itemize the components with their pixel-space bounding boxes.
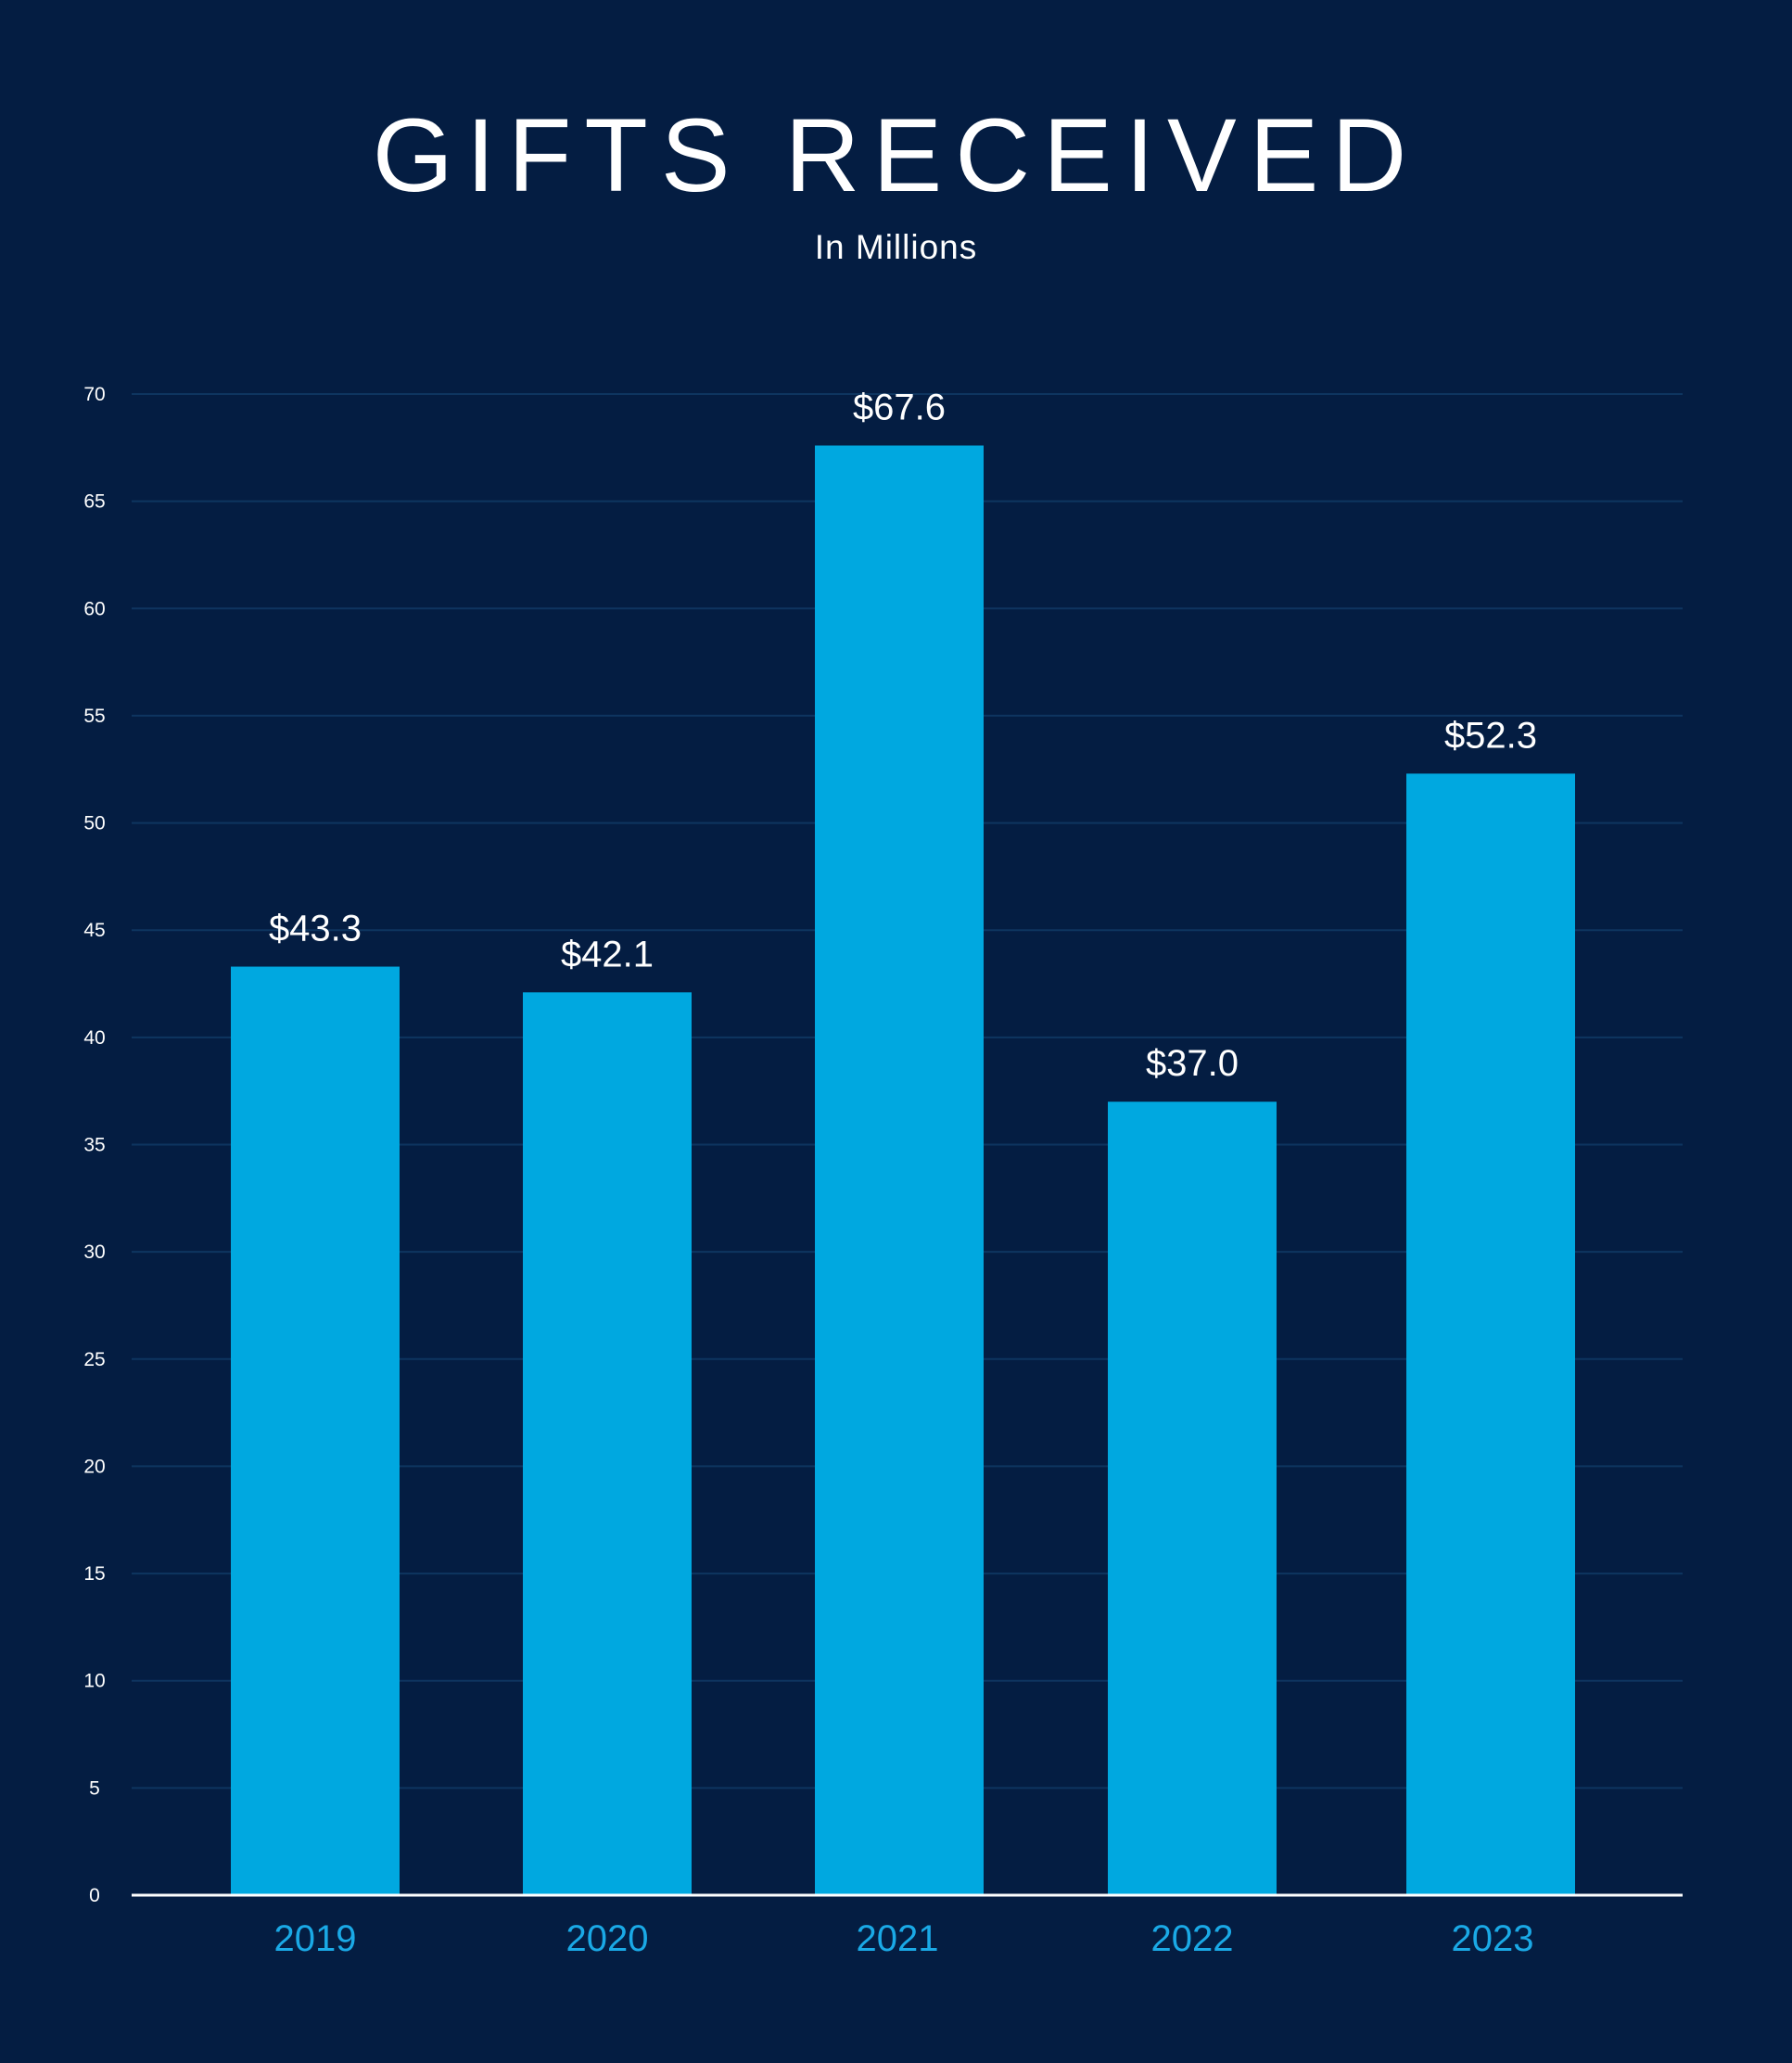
x-category-label: 2022: [1151, 1918, 1234, 1959]
bar: [1108, 1102, 1277, 1895]
y-tick-label: 35: [83, 1135, 105, 1156]
x-category-label: 2021: [857, 1918, 939, 1959]
bar-value-label: $52.3: [1444, 715, 1537, 756]
y-tick-label: 70: [83, 384, 105, 405]
y-tick-label: 30: [83, 1242, 105, 1263]
y-tick-label: 10: [83, 1671, 105, 1692]
y-tick-label: 25: [83, 1349, 105, 1370]
x-category-label: 2023: [1452, 1918, 1534, 1959]
y-tick-label: 60: [83, 598, 105, 619]
y-tick-label: 0: [89, 1885, 100, 1906]
bars: [231, 446, 1575, 1895]
bar-value-label: $42.1: [561, 934, 654, 974]
bar-value-label: $37.0: [1146, 1043, 1239, 1084]
bar: [231, 967, 400, 1895]
y-tick-label: 20: [83, 1456, 105, 1477]
x-category-label: 2020: [566, 1918, 649, 1959]
y-tick-label: 5: [89, 1777, 100, 1799]
y-tick-label: 55: [83, 706, 105, 727]
y-axis-ticks: 0 5 10 15 20 25 30 35 40 45 50 55 60 65 70: [83, 384, 105, 1906]
bar-value-label: $67.6: [853, 388, 946, 428]
bar: [1406, 773, 1575, 1895]
y-tick-label: 45: [83, 920, 105, 941]
bar: [523, 992, 692, 1895]
y-tick-label: 15: [83, 1563, 105, 1585]
y-tick-label: 50: [83, 813, 105, 834]
bar: [815, 446, 984, 1895]
x-axis-categories: 2019 2020 2021 2022 2023: [274, 1918, 1534, 1959]
x-category-label: 2019: [274, 1918, 357, 1959]
bar-value-label: $43.3: [269, 909, 362, 949]
y-tick-label: 65: [83, 491, 105, 513]
y-tick-label: 40: [83, 1027, 105, 1049]
